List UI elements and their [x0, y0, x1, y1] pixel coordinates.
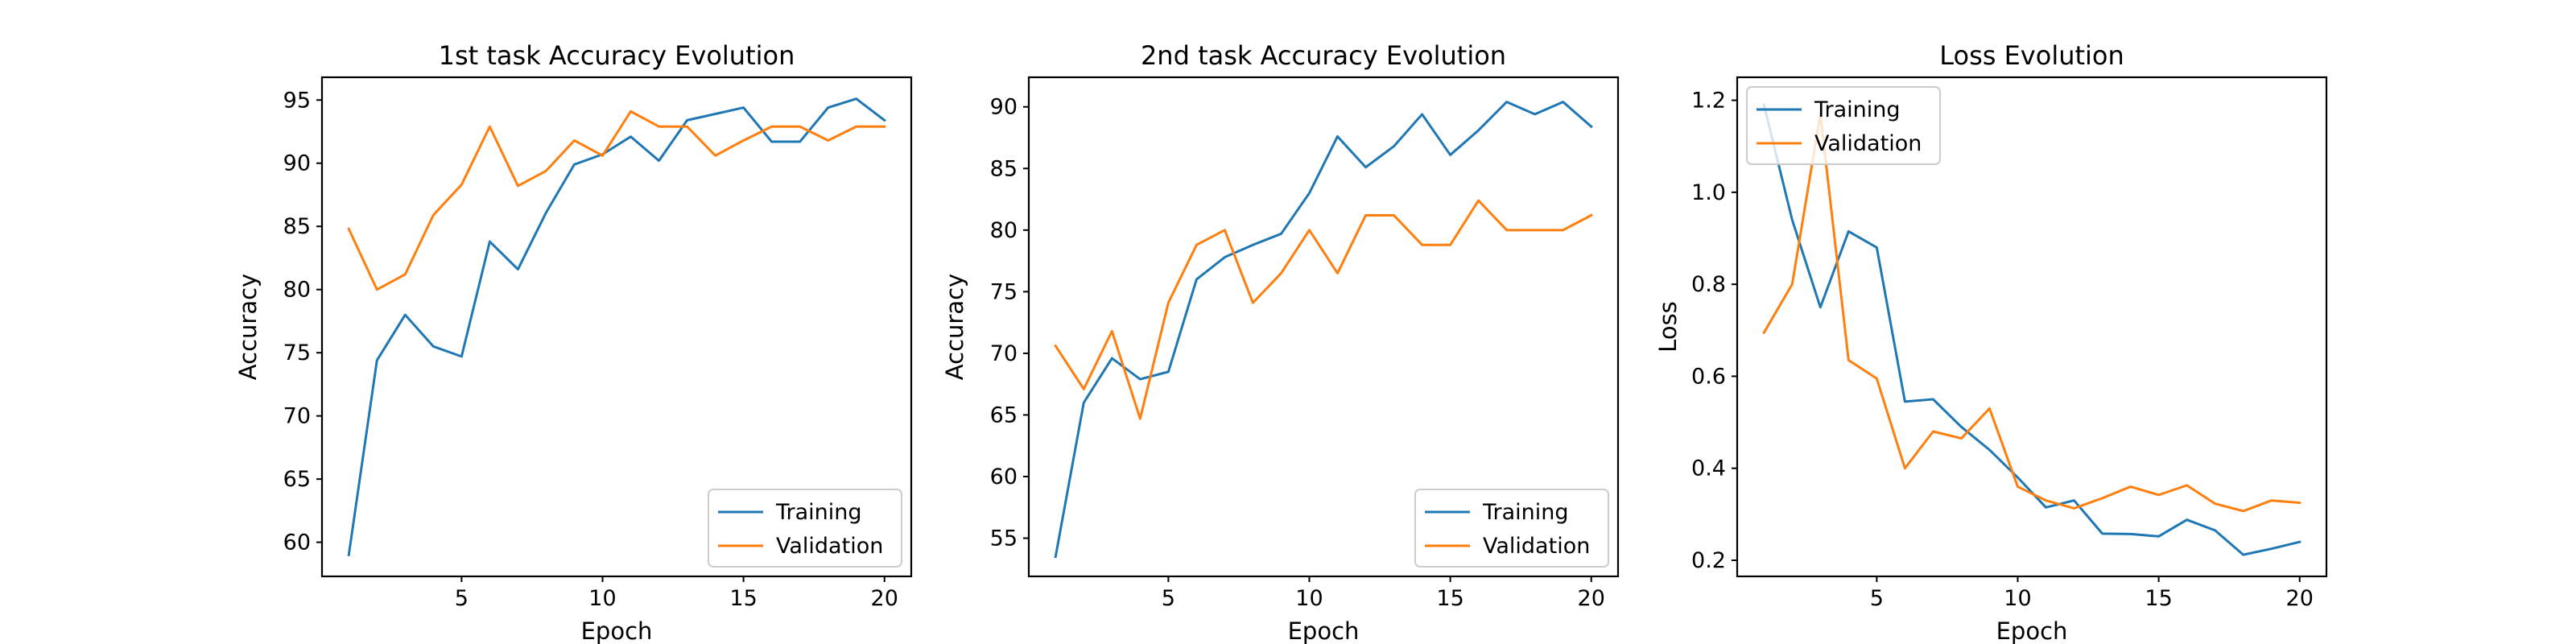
y-tick-label: 65: [990, 402, 1018, 427]
plot-frame: [1736, 76, 2328, 578]
x-tick-label: 10: [588, 586, 616, 611]
y-tick-label: 90: [990, 95, 1018, 120]
x-tick-label: 15: [1436, 586, 1463, 611]
x-tick-label: 5: [1162, 586, 1175, 611]
y-tick-label: 0.6: [1691, 364, 1726, 389]
chart-title: 2nd task Accuracy Evolution: [1141, 40, 1506, 71]
y-tick-label: 60: [990, 464, 1018, 489]
y-axis-label: Accuracy: [234, 274, 262, 380]
y-tick-label: 65: [283, 467, 311, 492]
plot-frame: [1027, 76, 1620, 578]
y-tick-label: 60: [283, 530, 311, 555]
y-tick-label: 75: [283, 341, 311, 365]
y-tick-label: 0.4: [1691, 456, 1726, 481]
x-tick-label: 20: [871, 586, 898, 611]
chart-panel-1: 5 10 15 20 60 65 70 75 80 85 90 95 1st task Accuracy…: [234, 40, 913, 644]
legend-label-training: Training: [1814, 97, 1901, 122]
x-tick-label: 5: [1870, 586, 1884, 611]
y-tick-label: 75: [990, 279, 1018, 304]
y-tick-label: 0.8: [1691, 272, 1726, 297]
legend-box: [1414, 489, 1609, 568]
x-tick-label: 20: [1578, 586, 1605, 611]
series-line-training: [1054, 101, 1593, 559]
x-tick-label: 20: [2286, 586, 2314, 611]
y-tick-label: 80: [283, 278, 311, 303]
series-line-validation: [347, 109, 886, 291]
chart-title: Loss Evolution: [1939, 40, 2124, 71]
y-tick-label: 80: [990, 218, 1018, 243]
y-axis-label: Accuracy: [941, 274, 968, 380]
legend-box: [1746, 86, 1941, 165]
legend-label-validation: Validation: [776, 534, 883, 559]
y-tick-label: 85: [283, 214, 311, 239]
y-tick-label: 85: [990, 156, 1018, 181]
y-tick-label: 95: [283, 88, 311, 113]
series-line-validation: [1762, 113, 2301, 513]
series-line-validation: [1054, 199, 1593, 420]
legend: Training Validation: [1746, 86, 1941, 165]
y-tick-label: 55: [990, 526, 1018, 551]
legend-label-training: Training: [1482, 500, 1569, 525]
x-tick-label: 10: [1295, 586, 1323, 611]
series-line-training: [347, 97, 886, 557]
x-tick-label: 15: [729, 586, 757, 611]
y-tick-label: 70: [990, 341, 1018, 366]
legend: Training Validation: [708, 489, 902, 568]
legend-label-training: Training: [775, 500, 862, 525]
y-tick-label: 1.0: [1691, 180, 1726, 205]
legend-box: [708, 489, 902, 568]
chart-panel-2: 5 10 15 20 55 60 65 70 75 80 85 90 2nd task Accuracy…: [941, 40, 1620, 644]
x-tick-label: 15: [2145, 586, 2172, 611]
y-axis-label: Loss: [1654, 301, 1682, 353]
legend: Training Validation: [1414, 489, 1609, 568]
y-tick-label: 70: [283, 404, 311, 429]
y-tick-label: 0.2: [1691, 548, 1726, 573]
legend-label-validation: Validation: [1483, 534, 1590, 559]
legend-label-validation: Validation: [1814, 131, 1922, 156]
x-axis-label: Epoch: [581, 617, 653, 644]
x-tick-label: 10: [2004, 586, 2031, 611]
chart-title: 1st task Accuracy Evolution: [439, 40, 795, 71]
y-tick-label: 90: [283, 151, 311, 176]
chart-panel-3: 5 10 15 20 0.2 0.4 0.6 0.8 1.0 1.2 Loss Evolution E…: [1654, 40, 2328, 644]
x-axis-label: Epoch: [1996, 617, 2068, 644]
x-axis-label: Epoch: [1288, 617, 1360, 644]
x-tick-label: 5: [455, 586, 469, 611]
y-tick-label: 1.2: [1691, 89, 1726, 114]
plot-frame: [320, 76, 913, 578]
